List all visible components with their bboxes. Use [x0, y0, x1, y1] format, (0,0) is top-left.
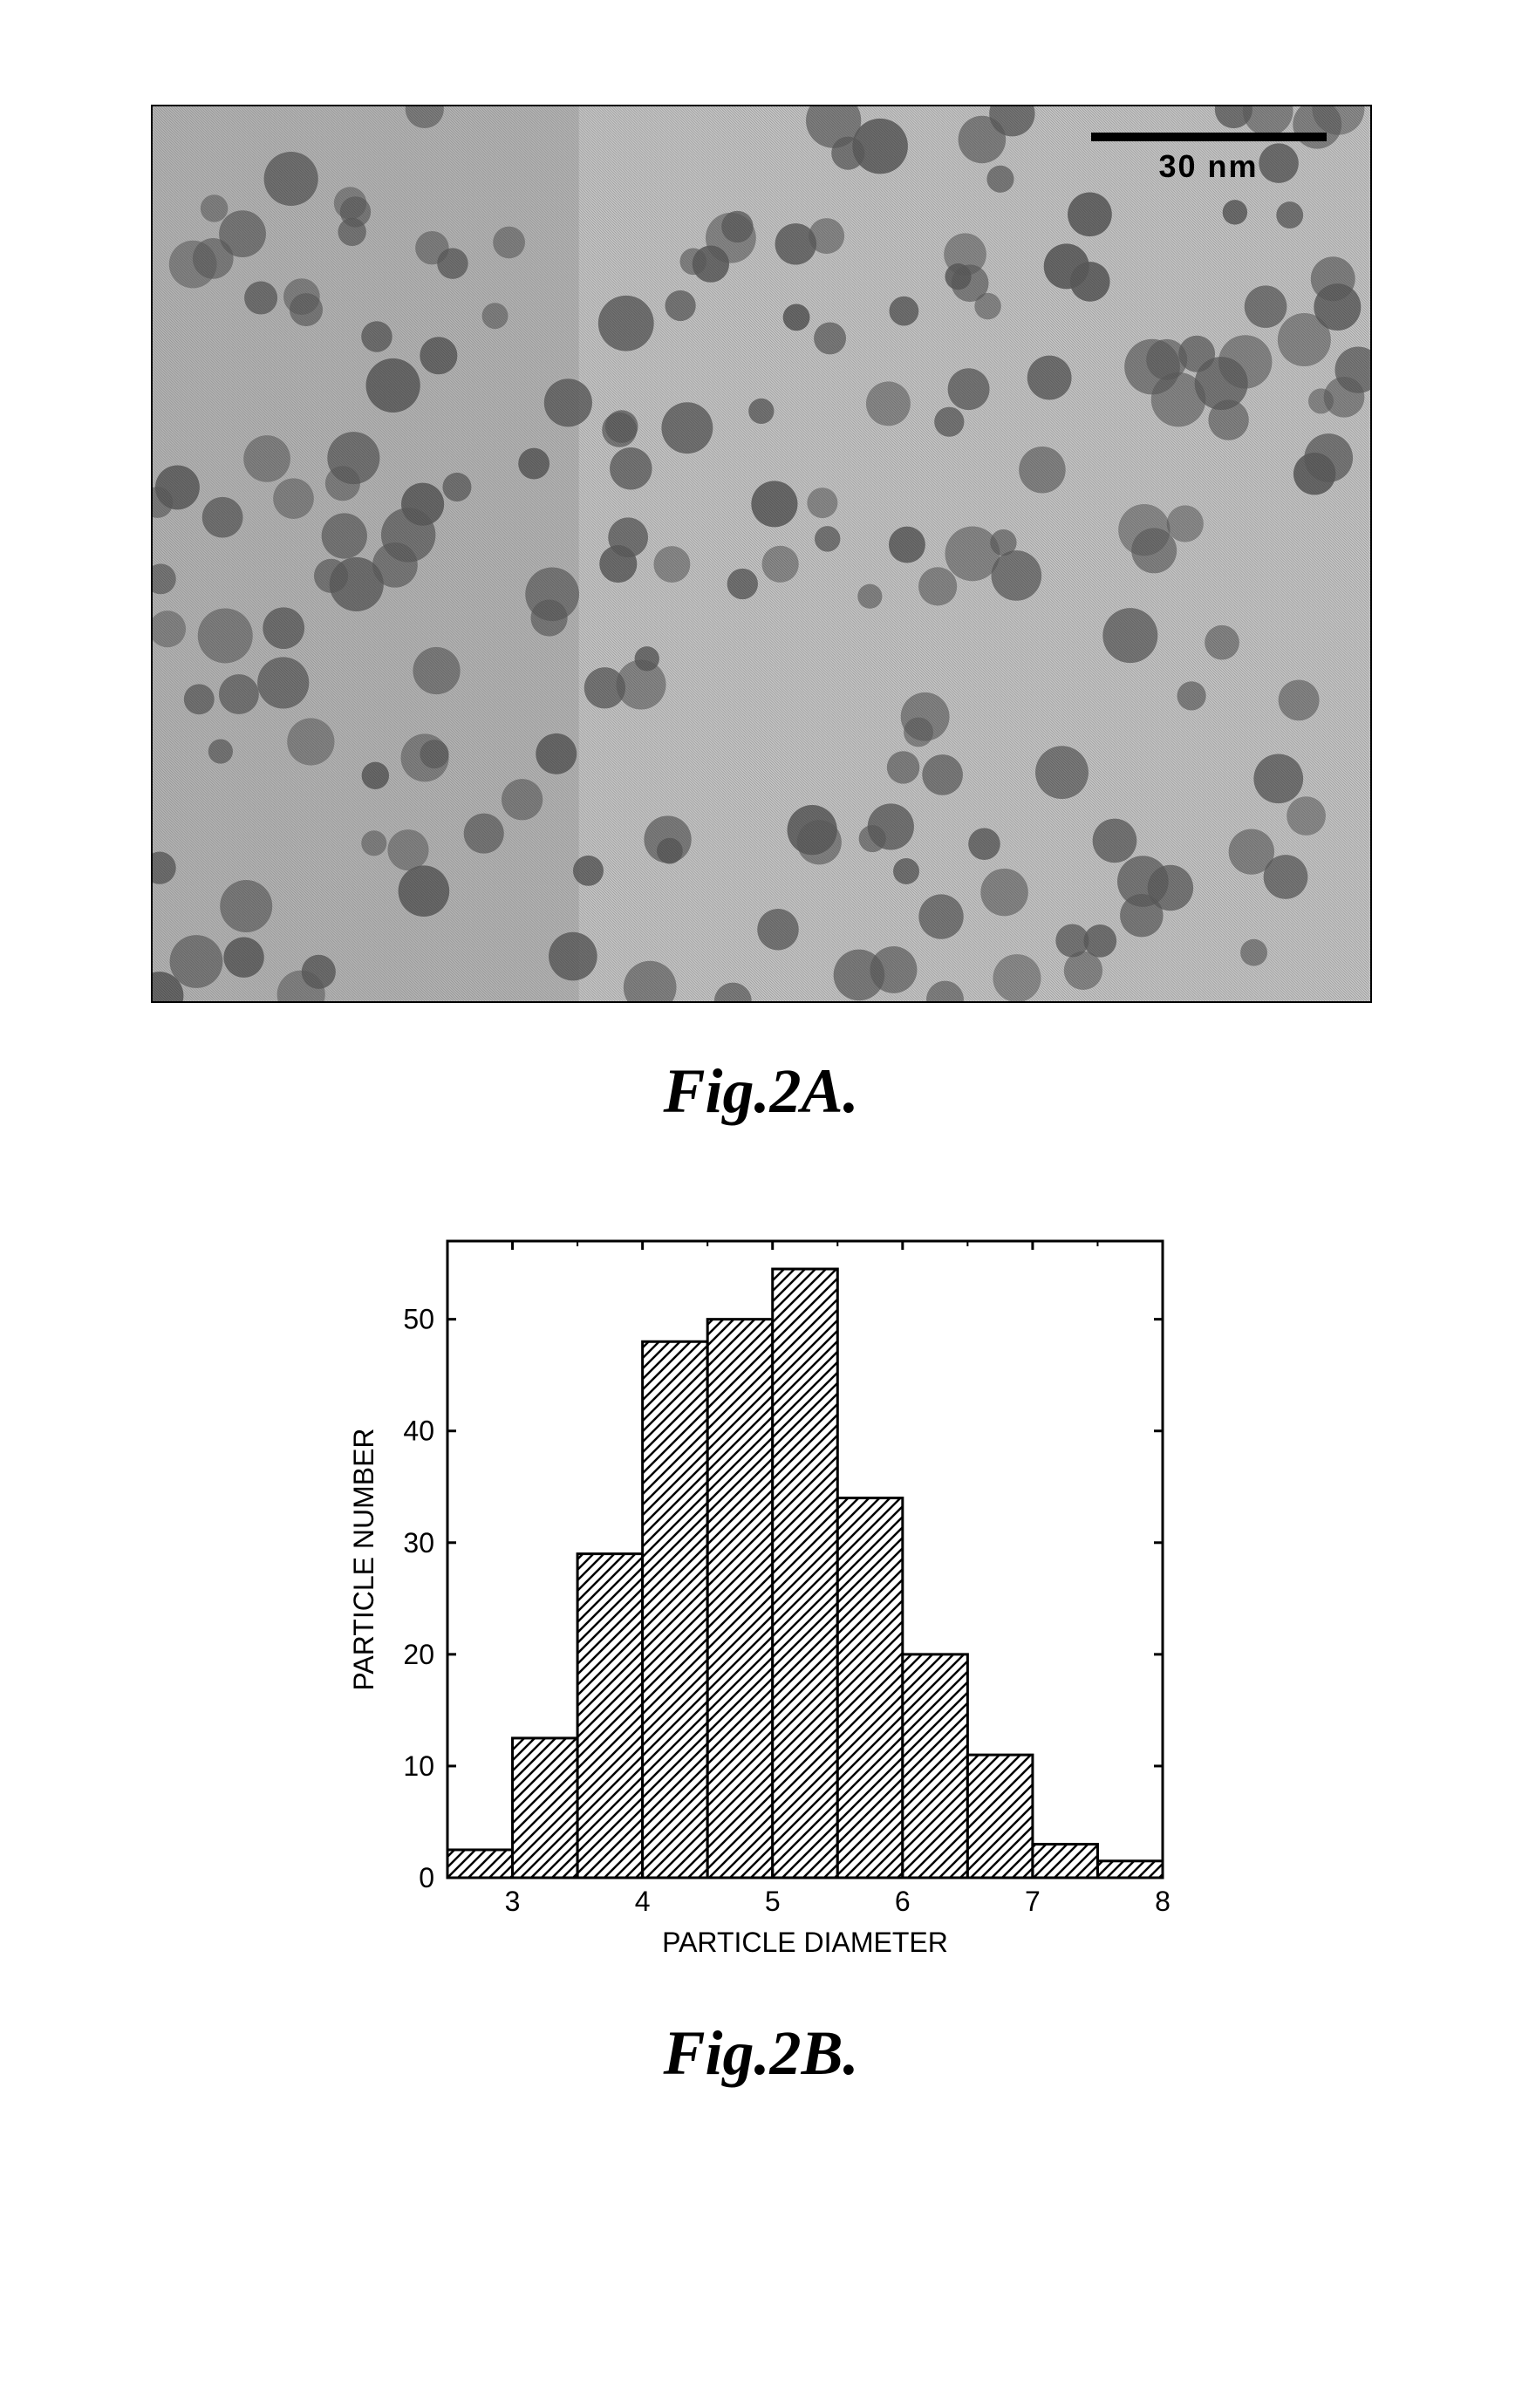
x-tick-label: 7	[1025, 1886, 1041, 1917]
histogram-bar	[512, 1738, 577, 1878]
y-tick-label: 30	[403, 1527, 434, 1559]
histogram-bar	[772, 1269, 837, 1878]
histogram-bar	[837, 1498, 903, 1878]
y-tick-label: 0	[419, 1862, 434, 1893]
x-tick-label: 5	[764, 1886, 780, 1917]
histogram-bar	[642, 1341, 707, 1878]
y-tick-label: 10	[403, 1750, 434, 1782]
figure-b-caption: Fig.2B.	[663, 2017, 858, 2090]
x-tick-label: 6	[894, 1886, 910, 1917]
y-tick-label: 50	[403, 1304, 434, 1335]
microscopy-image: 30 nm	[151, 105, 1372, 1003]
x-tick-label: 3	[504, 1886, 520, 1917]
scale-bar-label: 30 nm	[1158, 148, 1258, 185]
figure-container: 30 nm Fig.2A. 3 4 5 6 7 8 0 10 20 30 40 50 PARTICLE …	[151, 105, 1372, 2090]
scale-bar-line	[1091, 133, 1327, 141]
histogram-bar	[577, 1554, 643, 1878]
histogram-bar	[447, 1850, 513, 1878]
histogram-svg: 3 4 5 6 7 8 0 10 20 30 40 50 PARTICLE DIAMETER PARTIC…	[325, 1215, 1198, 2000]
histogram-container: 3 4 5 6 7 8 0 10 20 30 40 50 PARTICLE DIAMETER PARTIC…	[325, 1215, 1198, 2000]
histogram-bar	[902, 1654, 967, 1878]
histogram-bar	[967, 1755, 1033, 1878]
x-tick-label: 8	[1155, 1886, 1171, 1917]
scale-bar: 30 nm	[1091, 133, 1327, 185]
y-axis-label: PARTICLE NUMBER	[348, 1428, 379, 1690]
histogram-bar	[707, 1320, 773, 1878]
histogram-bar	[1097, 1861, 1163, 1878]
y-tick-label: 40	[403, 1415, 434, 1447]
histogram-bar	[1032, 1845, 1097, 1878]
y-tick-label: 20	[403, 1639, 434, 1670]
microscopy-svg	[153, 106, 1370, 1001]
x-axis-label: PARTICLE DIAMETER	[662, 1927, 948, 1958]
figure-a-caption: Fig.2A.	[663, 1055, 858, 1128]
x-tick-label: 4	[634, 1886, 650, 1917]
